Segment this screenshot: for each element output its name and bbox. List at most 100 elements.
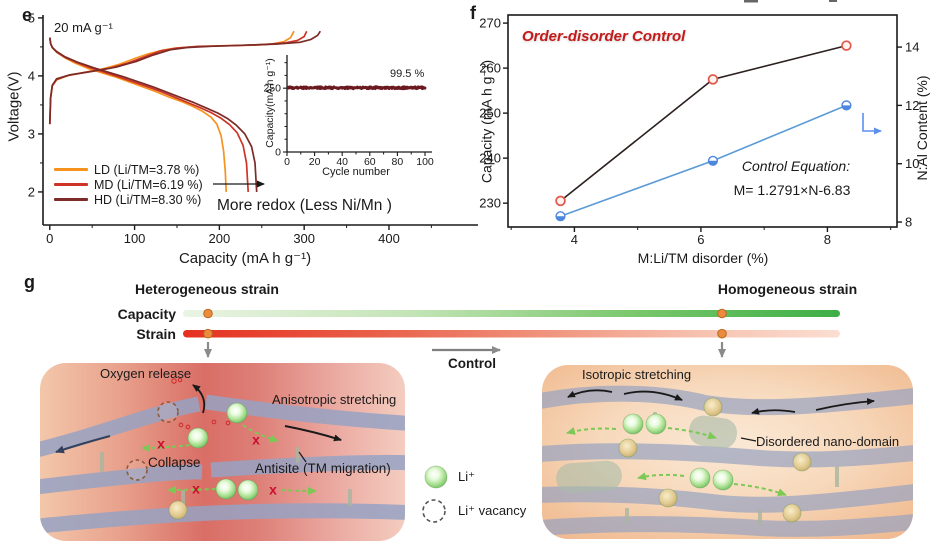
li-ion-sphere (424, 465, 448, 489)
oxygen-release-label: Oxygen release (100, 366, 192, 381)
HD-color-swatch (54, 198, 88, 201)
li-ion-sphere (689, 467, 711, 489)
inset-x-tick-label: 80 (392, 156, 404, 168)
MD-color-swatch (54, 183, 88, 186)
inset-x-axis-title: Cycle number (322, 166, 390, 178)
e-y-tick-label: 5 (28, 10, 35, 25)
pillar (625, 508, 629, 523)
panel-g-diagram: x x x x (40, 308, 913, 541)
tm-ion-sphere (618, 438, 638, 458)
anisotropic-stretching-label: Anisotropic stretching (272, 392, 397, 407)
e-y-tick-label: 3 (28, 126, 35, 141)
f-yr-tick-label: 12 (905, 98, 919, 113)
legend-item-MD: MD (Li/TM=6.19 %) (54, 177, 203, 192)
panel-f-series (555, 40, 882, 222)
li-migration-arrow (167, 485, 217, 494)
inset-scatter (287, 85, 427, 91)
li-migration-arrow (141, 443, 191, 452)
oxygen-release-arrow (192, 384, 206, 414)
f-x-tick-label: 8 (824, 232, 831, 247)
li-ion-sphere (187, 427, 209, 449)
e-legend: LD (Li/TM=3.78 %) MD (Li/TM=6.19 %) HD (… (54, 162, 203, 207)
strain-bar-label: Strain (136, 326, 176, 342)
tm-ion-sphere (658, 488, 678, 508)
homogeneous-strain-title: Homogeneous strain (717, 281, 858, 297)
f-x-tick-label: 6 (697, 232, 704, 247)
li-ion-sphere (712, 469, 734, 491)
control-equation-title: Control Equation: (741, 158, 851, 174)
nano-domain-pointer-line (740, 437, 757, 442)
li-migration-arrow (280, 486, 317, 495)
series-HD-discharge (48, 37, 258, 192)
li-migration-arrow (242, 424, 279, 443)
e-x-tick-label: 300 (293, 231, 315, 246)
MD-label: MD (Li/TM=6.19 %) (94, 177, 203, 192)
isotropic-stretch-arrow (815, 398, 875, 411)
e-x-tick-label: 200 (209, 231, 231, 246)
li-ion-sphere (645, 413, 667, 435)
pillar (758, 510, 762, 526)
inset-y-axis-title: Capacity(mA h g⁻¹) (264, 58, 276, 148)
heterogeneous-strain-box (40, 363, 405, 541)
tm-layer-band (204, 394, 405, 432)
f-yl-tick-label: 250 (479, 106, 501, 121)
more-redox-note: More redox (Less Ni/Mn ) (217, 197, 392, 214)
f-left-y-axis-title: Capacity (mA h g⁻¹) (478, 59, 495, 184)
tm-layer-band (40, 503, 405, 535)
panel-f-label: f (470, 3, 476, 23)
inset-x-tick-label: 0 (284, 156, 290, 168)
e-y-axis-title: Voltage(V) (5, 71, 23, 142)
panel-e-curves (48, 30, 322, 192)
tm-layer-band (542, 484, 913, 513)
oxygen-molecule (177, 377, 183, 383)
f-yl-tick-label: 240 (479, 151, 501, 166)
li-migration-arrow (637, 472, 685, 481)
tm-layer-band (542, 514, 913, 537)
tm-ion-sphere (168, 500, 188, 520)
inset-y-tick-label: 0 (275, 147, 281, 159)
f-yl-tick-label: 260 (479, 61, 501, 76)
f-x-tick-label: 4 (571, 232, 578, 247)
isotropic-stretch-arrow (567, 389, 613, 398)
LD-color-swatch (54, 168, 88, 171)
e-y-tick-label: 4 (28, 68, 35, 83)
heterogeneous-strain-title: Heterogeneous strain (135, 281, 279, 297)
collapse-label: Collapse (148, 455, 201, 470)
state-dot-marker (203, 308, 213, 319)
tm-ion-sphere (703, 397, 723, 417)
blocked-x-mark: x (157, 436, 165, 452)
li-ion-legend-label: Li⁺ (458, 469, 475, 484)
control-arrow-label: Control (448, 356, 496, 371)
oxygen-molecule (211, 419, 217, 425)
blocked-x-mark: x (269, 482, 277, 498)
f-marker-capacity (555, 195, 566, 207)
pillar (296, 447, 300, 463)
li-migration-arrow (566, 427, 617, 435)
li-ion-sphere (622, 413, 644, 435)
panel-e-inset-chart: 0 20 40 60 80 100 0 250 (263, 55, 434, 168)
li-ion-sphere (226, 402, 248, 424)
li-ion-sphere (215, 478, 237, 500)
blocked-x-mark: x (192, 481, 200, 497)
control-equation-formula: M= 1.2791×N-6.83 (733, 182, 851, 198)
f-marker-capacity (707, 74, 719, 85)
e-x-axis-title: Capacity (mA h g⁻¹) (178, 250, 312, 267)
inset-y-tick-label: 250 (263, 83, 281, 95)
li-vacancy-circle (126, 459, 148, 481)
tm-layer-band (210, 454, 405, 478)
cropped-text-fragment (744, 0, 837, 3)
f-yl-tick-label: 230 (479, 196, 501, 211)
right-stretch-arrow (284, 425, 342, 442)
e-x-tick-label: 400 (378, 231, 400, 246)
disordered-nano-domain-label: Disordered nano-domain (756, 434, 900, 449)
panel-g-label: g (24, 272, 35, 292)
e-x-tick-label: 100 (124, 231, 146, 246)
pillar (181, 490, 185, 506)
panel-f-axes: 4 6 8 230 240 250 260 270 8 10 12 14 (479, 14, 919, 247)
legend-item-HD: HD (Li/TM=8.30 %) (54, 192, 203, 207)
capacity-bar-label: Capacity (117, 306, 176, 322)
pillar (100, 452, 104, 472)
oxygen-molecule (178, 422, 184, 428)
